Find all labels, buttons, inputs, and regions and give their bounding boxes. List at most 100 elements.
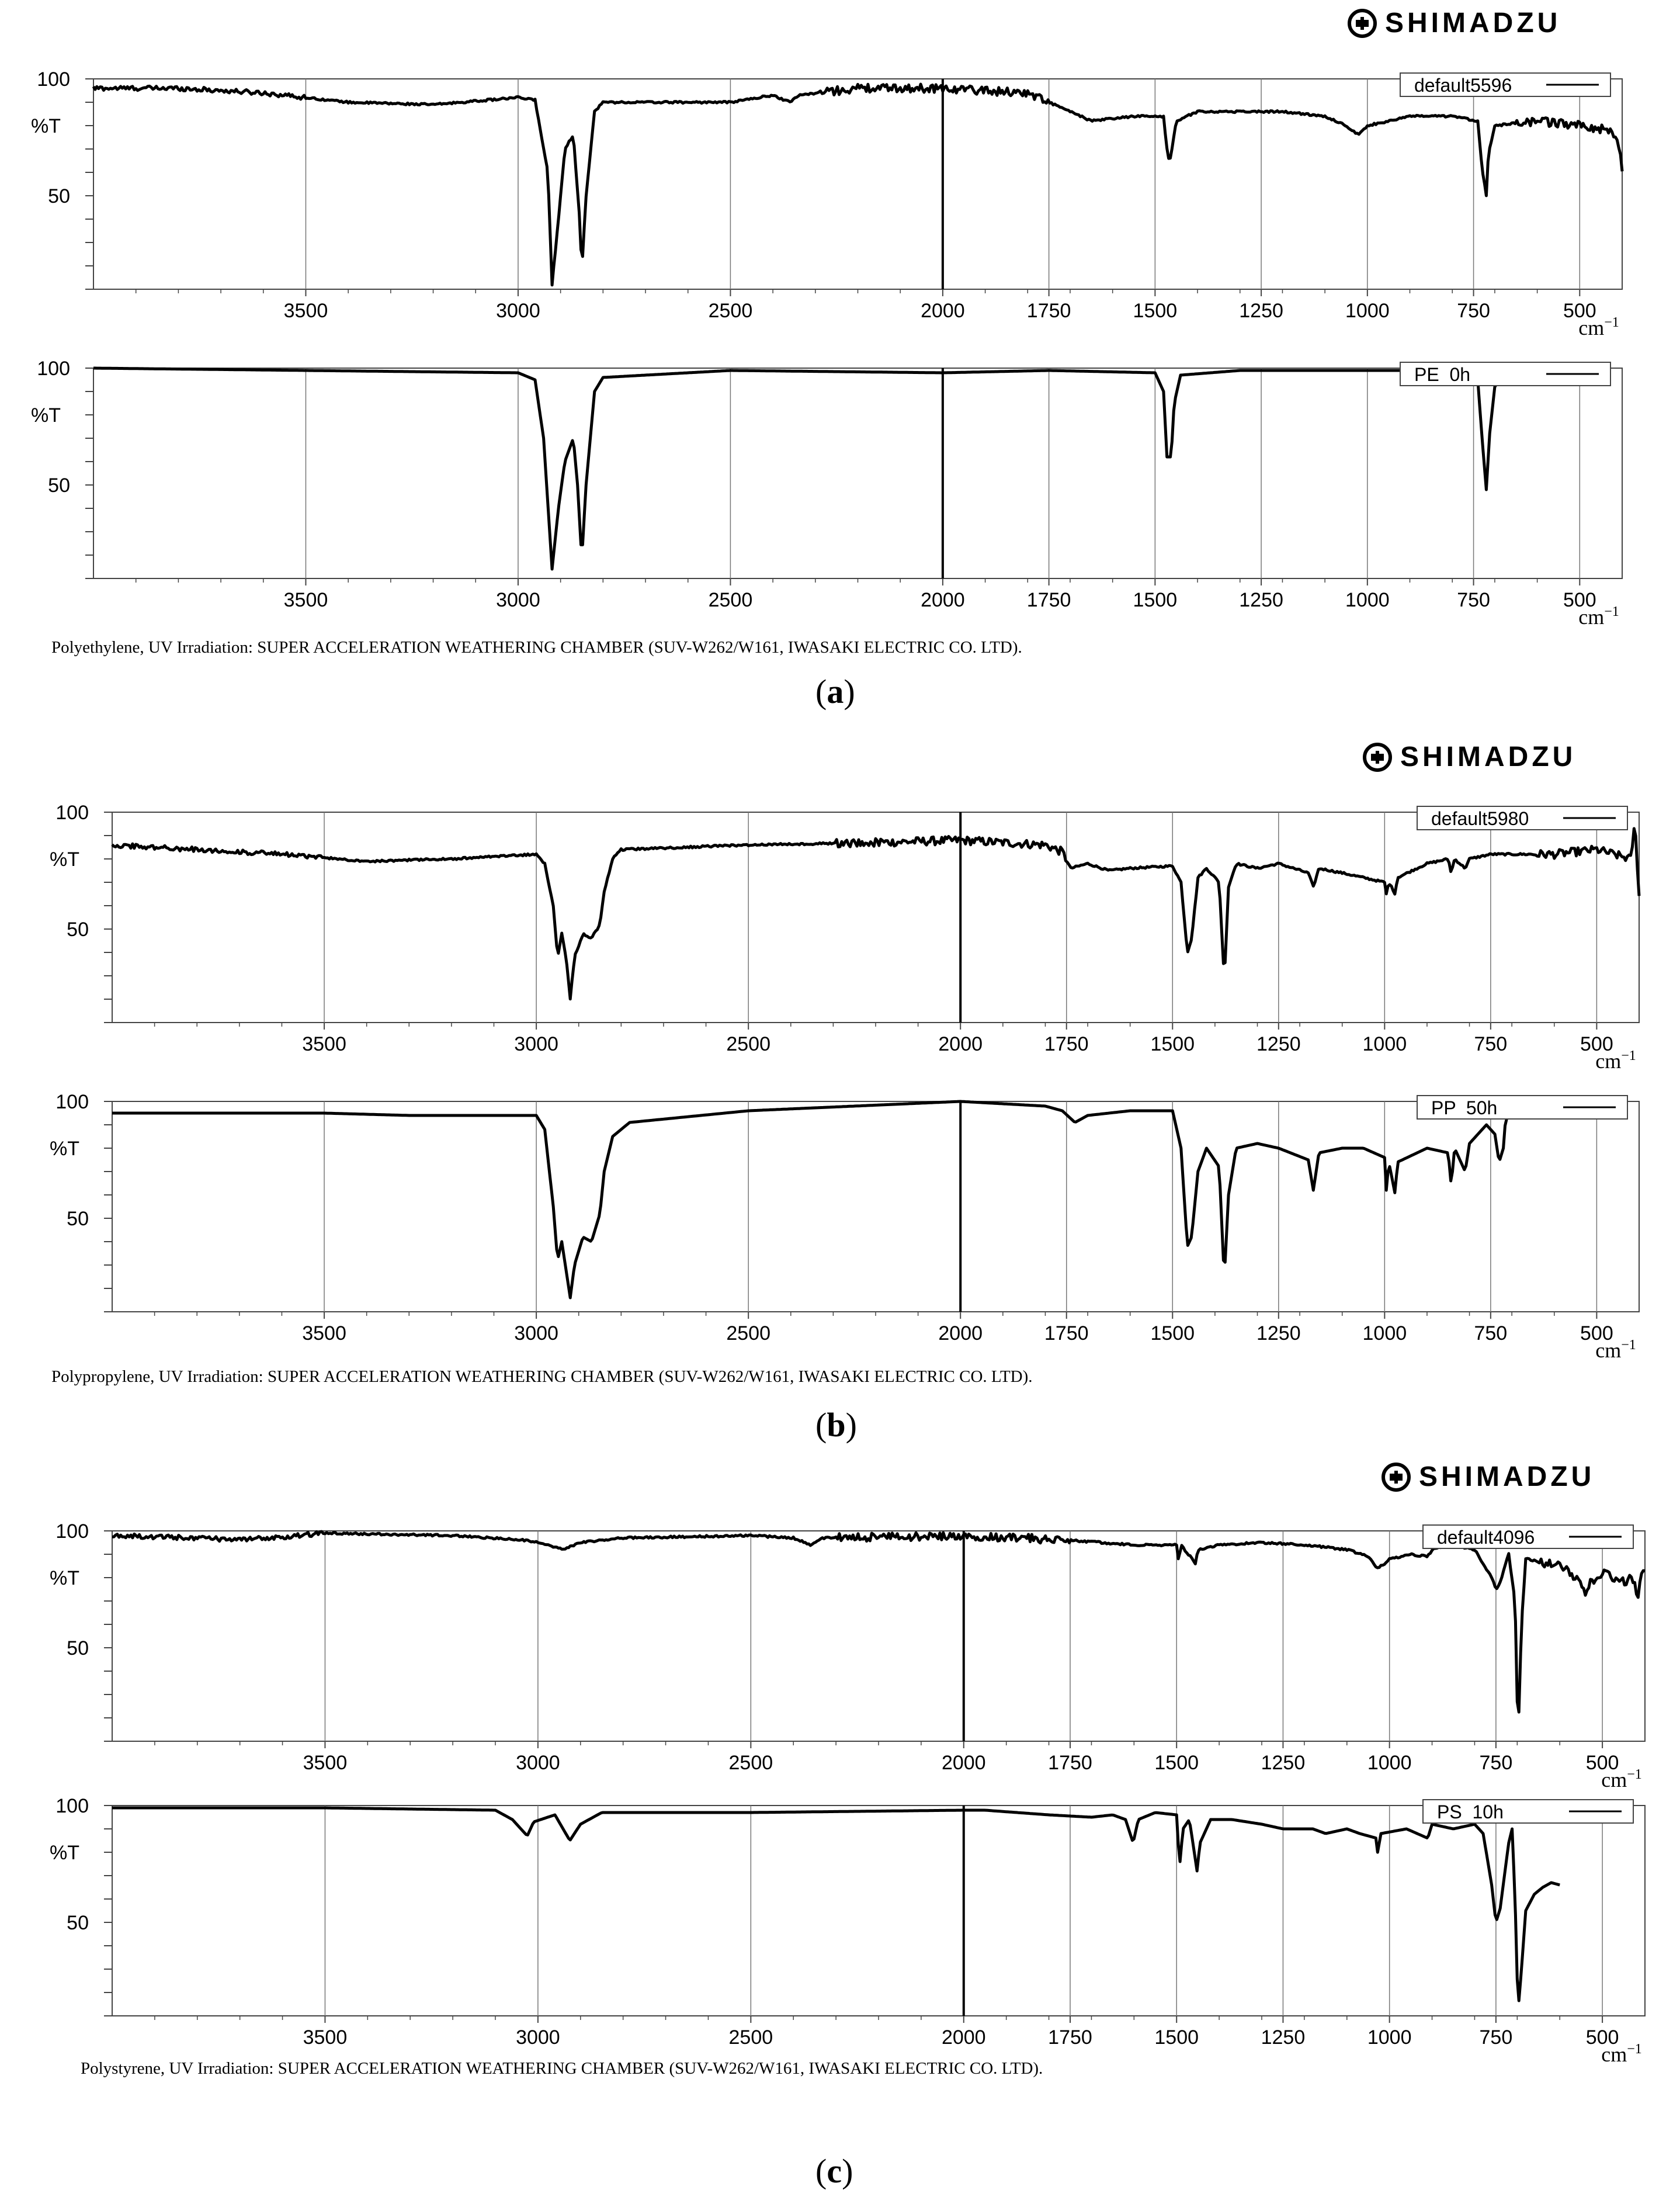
y-tick-label: 100 (55, 1795, 89, 1817)
x-tick-label: 3000 (516, 1752, 560, 1774)
x-tick-label: 1000 (1367, 1752, 1412, 1774)
x-tick-label: 1250 (1261, 2026, 1306, 2049)
x-tick-label: 500 (1580, 1033, 1613, 1055)
x-tick-label: 750 (1457, 589, 1490, 611)
legend-box (1417, 806, 1628, 830)
x-tick-label: 2500 (726, 1322, 770, 1344)
logo-text: SHIMADZU (1385, 8, 1561, 39)
x-tick-label: 1250 (1239, 589, 1283, 611)
x-tick-label: 3500 (302, 1322, 346, 1344)
y-axis-label: %T (50, 1842, 79, 1864)
shimadzu-mark-icon (1382, 1462, 1411, 1492)
plot-frame (112, 1101, 1640, 1312)
x-tick-label: 1000 (1363, 1322, 1407, 1344)
x-tick-label: 750 (1457, 300, 1490, 322)
x-axis-unit: cm−1 (1601, 2042, 1642, 2066)
legend-label: default4096 (1437, 1527, 1535, 1548)
x-tick-label: 2000 (921, 589, 965, 611)
legend-box (1400, 362, 1611, 386)
x-axis-unit: cm−1 (1601, 1767, 1642, 1791)
panel-label: (a) (815, 673, 855, 711)
y-axis-label: %T (50, 848, 79, 871)
x-tick-label: 2000 (938, 1033, 983, 1055)
x-tick-label: 1500 (1133, 589, 1178, 611)
y-tick-label: 100 (37, 358, 70, 380)
x-tick-label: 1000 (1367, 2026, 1412, 2049)
y-tick-label: 50 (67, 919, 89, 941)
x-tick-label: 2500 (729, 2026, 773, 2049)
shimadzu-logo: SHIMADZU (1363, 741, 1576, 773)
legend-label: PP 50h (1431, 1097, 1497, 1118)
plot-frame (93, 78, 1623, 290)
spectrum-line (111, 827, 1641, 1001)
y-tick-label: 50 (67, 1912, 89, 1934)
shimadzu-logo: SHIMADZU (1382, 1461, 1595, 1493)
x-tick-label: 500 (1563, 589, 1596, 611)
x-tick-label: 2500 (726, 1033, 770, 1055)
plot-frame (112, 812, 1640, 1023)
y-tick-label: 100 (37, 68, 70, 91)
plot-frame (112, 1530, 1646, 1742)
logo-text: SHIMADZU (1419, 1461, 1595, 1492)
panel-label: (b) (815, 1406, 857, 1444)
x-tick-label: 1250 (1239, 300, 1283, 322)
plot-frame (93, 368, 1623, 579)
x-tick-label: 1750 (1027, 589, 1071, 611)
x-tick-label: 1500 (1133, 300, 1178, 322)
shimadzu-mark-icon (1348, 8, 1377, 38)
x-axis-unit: cm−1 (1595, 1048, 1636, 1073)
spectrum-line (92, 82, 1624, 287)
legend-label: PE 0h (1414, 364, 1470, 385)
legend-box (1422, 1799, 1634, 1824)
x-tick-label: 1000 (1345, 300, 1390, 322)
x-tick-label: 1250 (1256, 1322, 1301, 1344)
y-axis-label: %T (31, 404, 61, 427)
x-tick-label: 500 (1563, 300, 1596, 322)
x-tick-label: 1500 (1154, 1752, 1199, 1774)
legend-box (1417, 1095, 1628, 1120)
y-tick-label: 100 (55, 1091, 89, 1113)
y-tick-label: 50 (48, 185, 70, 207)
panel-label: (c) (815, 2152, 853, 2190)
y-axis-label: %T (31, 115, 61, 137)
y-tick-label: 50 (48, 474, 70, 497)
x-tick-label: 2500 (729, 1752, 773, 1774)
x-tick-label: 1750 (1044, 1322, 1089, 1344)
y-tick-label: 50 (67, 1637, 89, 1659)
x-tick-label: 1750 (1048, 2026, 1092, 2049)
shimadzu-mark-icon (1363, 742, 1392, 772)
y-axis-label: %T (50, 1138, 79, 1160)
x-tick-label: 2000 (942, 2026, 986, 2049)
x-tick-label: 500 (1586, 2026, 1619, 2049)
x-tick-label: 1750 (1027, 300, 1071, 322)
legend-box (1400, 72, 1611, 97)
x-tick-label: 1000 (1363, 1033, 1407, 1055)
x-axis-unit: cm−1 (1578, 604, 1619, 629)
x-axis-unit: cm−1 (1595, 1337, 1636, 1362)
x-tick-label: 3500 (284, 589, 328, 611)
x-tick-label: 2000 (938, 1322, 983, 1344)
x-tick-label: 500 (1586, 1752, 1619, 1774)
x-tick-label: 2000 (942, 1752, 986, 1774)
x-tick-label: 3500 (303, 2026, 348, 2049)
y-axis-label: %T (50, 1567, 79, 1589)
x-tick-label: 750 (1474, 1322, 1507, 1344)
y-tick-label: 100 (55, 802, 89, 824)
x-tick-label: 1250 (1261, 1752, 1306, 1774)
x-tick-label: 3000 (496, 300, 540, 322)
x-tick-label: 1500 (1154, 2026, 1199, 2049)
x-tick-label: 1750 (1044, 1033, 1089, 1055)
x-tick-label: 1250 (1256, 1033, 1301, 1055)
x-tick-label: 1500 (1150, 1033, 1195, 1055)
x-tick-label: 2500 (709, 589, 753, 611)
panel-caption: Polypropylene, UV Irradiation: SUPER ACC… (51, 1367, 1033, 1386)
spectrum-line (112, 1530, 1646, 1714)
y-tick-label: 100 (55, 1520, 89, 1543)
x-tick-label: 750 (1480, 2026, 1513, 2049)
legend-label: default5980 (1431, 808, 1529, 829)
x-tick-label: 750 (1474, 1033, 1507, 1055)
x-tick-label: 1000 (1345, 589, 1390, 611)
